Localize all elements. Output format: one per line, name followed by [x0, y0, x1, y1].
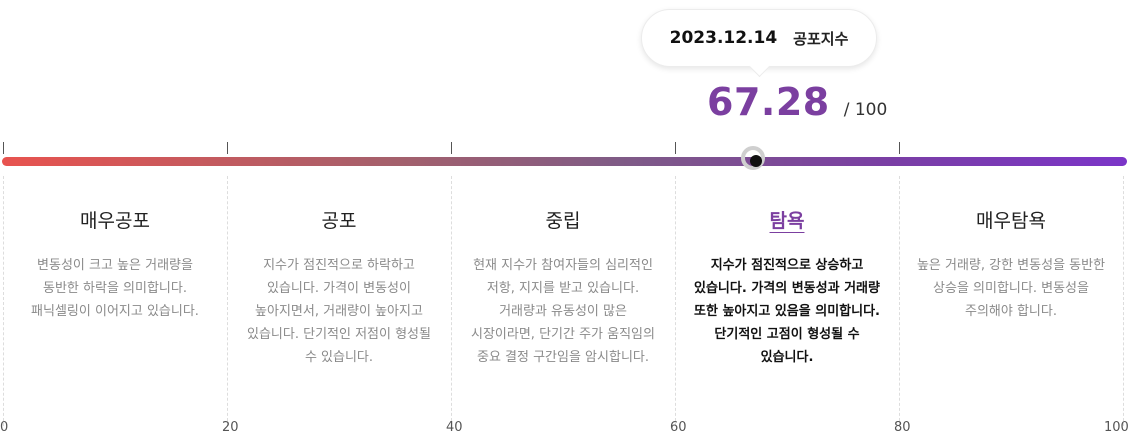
segment-description: 변동성이 크고 높은 거래량을 동반한 하락을 의미합니다. 패닉셀링이 이어지…	[31, 258, 199, 319]
segment-neutral: 중립 현재 지수가 참여자들의 심리적인 저항, 지지를 받고 있습니다. 거래…	[451, 208, 675, 369]
gauge-value-row: 67.28 / 100	[707, 80, 887, 124]
segment-fear: 공포 지수가 점진적으로 하락하고 있습니다. 가격이 변동성이 높아지면서, …	[227, 208, 451, 369]
column-divider	[451, 176, 452, 426]
gauge-track-area	[0, 140, 1137, 190]
column-divider	[899, 176, 900, 426]
segment-very-greed: 매우탐욕 높은 거래량, 강한 변동성을 동반한 상승을 의미합니다. 변동성을…	[899, 208, 1123, 323]
gauge-gradient-bar	[2, 157, 1127, 166]
segment-title: 매우탐욕	[976, 210, 1046, 232]
gauge-value: 67.28	[707, 80, 830, 124]
tick-60	[675, 142, 676, 154]
segment-description: 지수가 점진적으로 하락하고 있습니다. 가격이 변동성이 높아지면서, 거래량…	[247, 258, 431, 365]
axis-label-20: 20	[222, 420, 239, 435]
column-divider	[1123, 176, 1124, 426]
gauge-marker-dot[interactable]	[750, 155, 762, 167]
axis-label-40: 40	[446, 420, 463, 435]
segment-title: 공포	[321, 210, 357, 232]
gauge-max-label: / 100	[843, 100, 888, 120]
axis-label-60: 60	[670, 420, 687, 435]
segment-greed: 탐욕 지수가 점진적으로 상승하고 있습니다. 가격의 변동성과 거래량 또한 …	[675, 208, 899, 369]
column-divider	[3, 176, 4, 426]
segment-very-fear: 매우공포 변동성이 크고 높은 거래량을 동반한 하락을 의미합니다. 패닉셀링…	[3, 208, 227, 323]
column-divider	[675, 176, 676, 426]
segment-description: 현재 지수가 참여자들의 심리적인 저항, 지지를 받고 있습니다. 거래량과 …	[471, 258, 655, 365]
segment-title: 중립	[545, 210, 581, 232]
axis-label-80: 80	[894, 420, 911, 435]
tooltip-date: 2023.12.14	[669, 28, 778, 48]
axis-label-0: 0	[0, 420, 9, 435]
segment-title-active[interactable]: 탐욕	[769, 210, 805, 232]
segment-description: 높은 거래량, 강한 변동성을 동반한 상승을 의미합니다. 변동성을 주의해야…	[916, 258, 1106, 319]
gauge-marker-ring[interactable]	[741, 146, 765, 170]
column-divider	[227, 176, 228, 426]
tick-20	[227, 142, 228, 154]
tick-40	[451, 142, 452, 154]
segment-title: 매우공포	[80, 210, 150, 232]
tooltip-label: 공포지수	[793, 29, 849, 48]
segment-description: 지수가 점진적으로 상승하고 있습니다. 가격의 변동성과 거래량 또한 높아지…	[694, 258, 880, 365]
tick-0	[3, 142, 4, 154]
axis-label-100: 100	[1104, 420, 1129, 435]
date-tooltip: 2023.12.14 공포지수	[641, 9, 877, 67]
tick-80	[899, 142, 900, 154]
